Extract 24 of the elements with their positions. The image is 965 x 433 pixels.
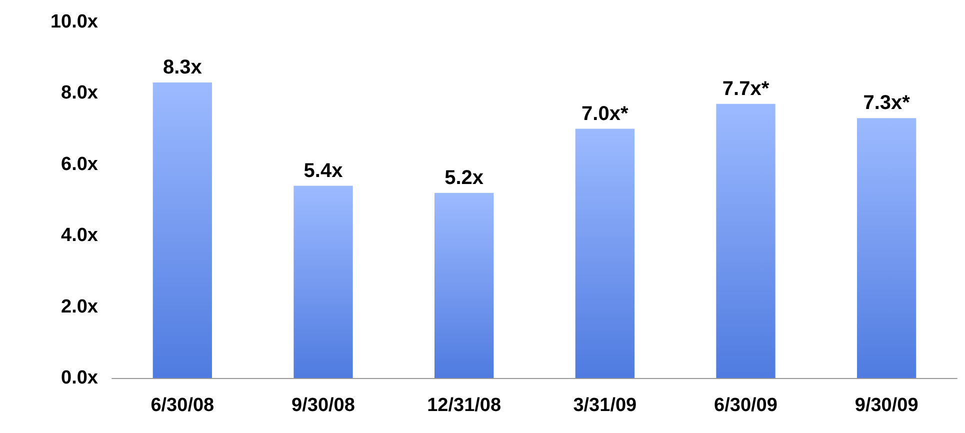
bar xyxy=(294,186,353,378)
data-label: 8.3x xyxy=(162,56,202,79)
data-label: 5.4x xyxy=(304,160,343,182)
x-tick-label: 6/30/08 xyxy=(150,395,214,416)
data-label: 7.7x* xyxy=(722,78,770,100)
y-tick-label: 10.0x xyxy=(50,12,98,32)
y-tick-label: 8.0x xyxy=(61,82,98,104)
bar xyxy=(716,104,776,378)
bar xyxy=(152,82,212,378)
x-tick-label: 6/30/09 xyxy=(714,395,778,416)
bar xyxy=(434,192,494,378)
x-tick-label: 3/31/09 xyxy=(573,395,637,416)
bar xyxy=(857,118,916,378)
y-tick-label: 2.0x xyxy=(61,296,98,318)
data-label: 7.3x* xyxy=(863,92,910,114)
data-label: 7.0x* xyxy=(582,102,628,125)
x-tick-label: 12/31/08 xyxy=(427,395,502,416)
x-tick-label: 9/30/08 xyxy=(292,395,355,416)
y-tick-label: 6.0x xyxy=(61,154,98,175)
x-tick-label: 9/30/09 xyxy=(854,395,918,416)
bar xyxy=(575,128,634,378)
data-label: 5.2x xyxy=(444,166,484,189)
y-tick-label: 4.0x xyxy=(61,225,98,246)
y-tick-label: 0.0x xyxy=(61,368,98,388)
